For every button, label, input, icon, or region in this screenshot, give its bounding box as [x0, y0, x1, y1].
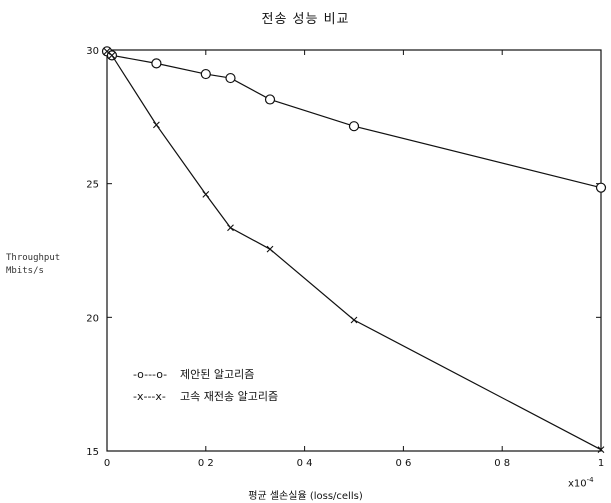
series-2 [103, 47, 605, 454]
series-line [106, 50, 602, 451]
circle-marker [595, 182, 607, 193]
y-axis-label-line-1: Throughput [6, 253, 61, 263]
x-tick-label: 0 2 [198, 458, 214, 469]
series-layer [101, 46, 607, 454]
legend-label-2: 고속 재전송 알고리즘 [180, 389, 278, 403]
circle-marker [225, 72, 236, 84]
x-marker [108, 51, 116, 59]
y-tick-label: 20 [86, 313, 99, 324]
y-axis-label: Throughput Mbits/s [6, 252, 60, 278]
x-marker [266, 245, 274, 253]
x-tick-label: 0 [104, 458, 110, 469]
x-tick-label: 1 [598, 458, 604, 469]
circle-marker [348, 121, 360, 132]
legend-marker-1: -o---o- [133, 368, 167, 381]
series-1 [101, 46, 607, 193]
y-axis-label-line-2: Mbits/s [6, 266, 44, 276]
x-marker [350, 316, 358, 324]
y-tick-label: 25 [86, 180, 99, 191]
legend: -o---o- 제안된 알고리즘 -x---x- 고속 재전송 알고리즘 [133, 367, 278, 403]
circle-marker [264, 94, 276, 105]
x-marker [153, 121, 160, 129]
y-tick-label: 30 [86, 46, 99, 57]
x-axis-label: 평균 셀손실율 (loss/cells) [248, 491, 363, 502]
x-tick-label: 0 8 [494, 458, 510, 469]
x-axis-multiplier: x10-4 [568, 476, 594, 490]
legend-label-1: 제안된 알고리즘 [180, 367, 254, 381]
y-tick-label: 15 [86, 447, 99, 458]
x-marker [202, 190, 210, 198]
x-tick-label: 0 4 [297, 458, 313, 469]
x-marker [227, 224, 234, 232]
circle-marker [200, 68, 211, 80]
x-marker [597, 446, 605, 454]
chart-title: 전송 성능 비교 [261, 12, 350, 27]
plot-frame [106, 49, 602, 452]
x-marker [103, 47, 111, 55]
circle-marker [151, 58, 162, 69]
axis-ticks: 0 0 2 0 4 0 6 0 8 1 15 20 25 30 [86, 46, 604, 469]
x-tick-label: 0 6 [395, 458, 411, 469]
legend-marker-2: -x---x- [133, 390, 166, 403]
plot-border [106, 49, 602, 452]
series-line [106, 50, 602, 189]
